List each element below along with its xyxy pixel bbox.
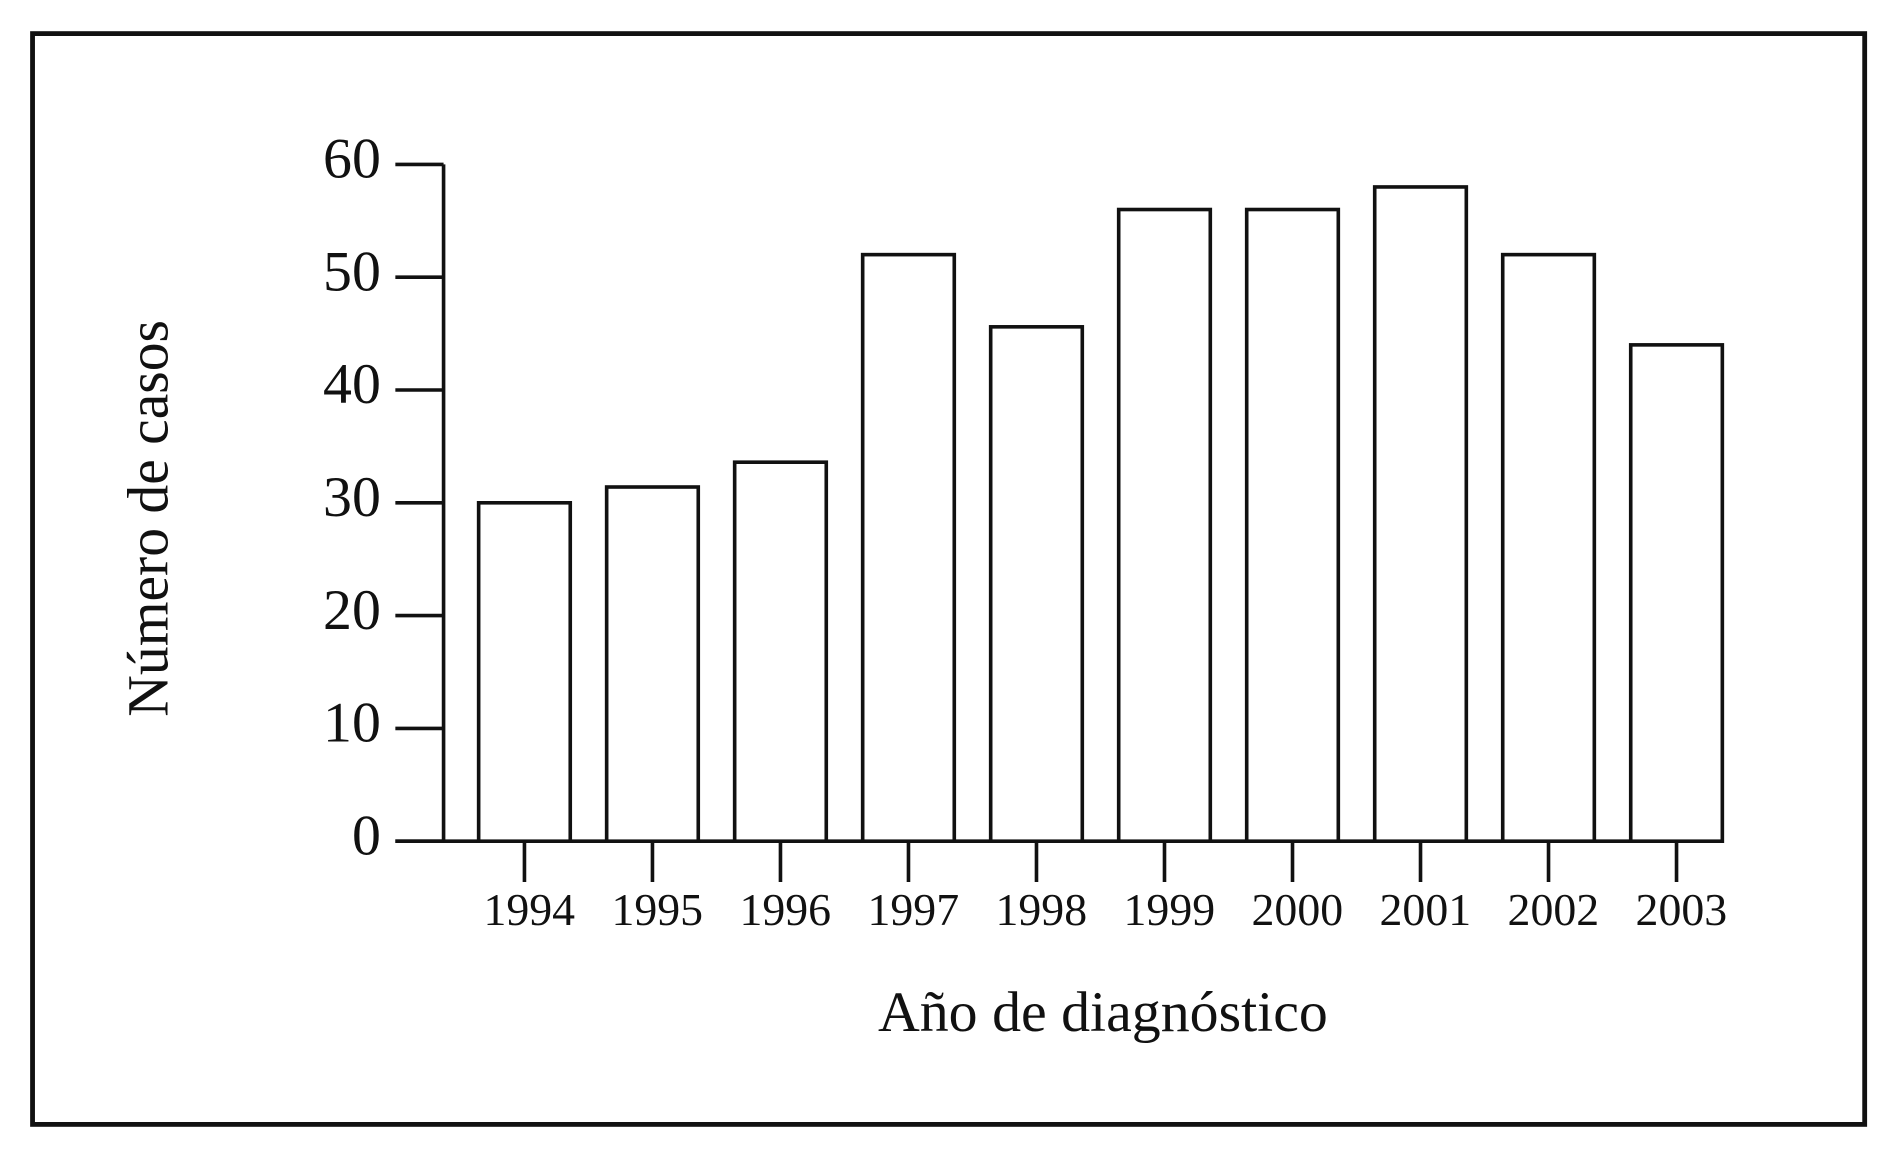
frame: [30, 31, 1868, 1127]
bar: [1116, 207, 1213, 844]
y-tick-label: 20: [323, 579, 381, 642]
bar: [732, 460, 829, 843]
x-axis-label: Año de diagnóstico: [878, 981, 1328, 1044]
bar: [1244, 207, 1341, 844]
y-tick-label: 30: [323, 466, 381, 529]
x-tick-label: 2000: [1252, 884, 1344, 935]
bar: [988, 325, 1085, 843]
bar: [1372, 185, 1469, 844]
x-tick-label: 1995: [611, 884, 703, 935]
x-tick-label: 2002: [1508, 884, 1600, 935]
x-tick-label: 1996: [740, 884, 832, 935]
x-tick-label: 1997: [868, 884, 960, 935]
bar: [1628, 343, 1725, 843]
x-tick-label: 1999: [1124, 884, 1216, 935]
bar: [1500, 252, 1597, 843]
x-tick-label: 1998: [996, 884, 1088, 935]
y-tick-label: 10: [323, 692, 381, 755]
y-tick-label: 0: [352, 805, 381, 868]
y-tick-label: 50: [323, 241, 381, 304]
y-axis-label: Número de casos: [117, 320, 180, 717]
x-tick-label: 2001: [1380, 884, 1472, 935]
bar: [860, 252, 957, 843]
bar: [476, 501, 573, 843]
x-tick-label: 1994: [483, 884, 575, 935]
x-tick-label: 2003: [1636, 884, 1728, 935]
bar: [604, 485, 701, 843]
y-tick-label: 60: [323, 128, 381, 191]
y-tick-label: 40: [323, 353, 381, 416]
